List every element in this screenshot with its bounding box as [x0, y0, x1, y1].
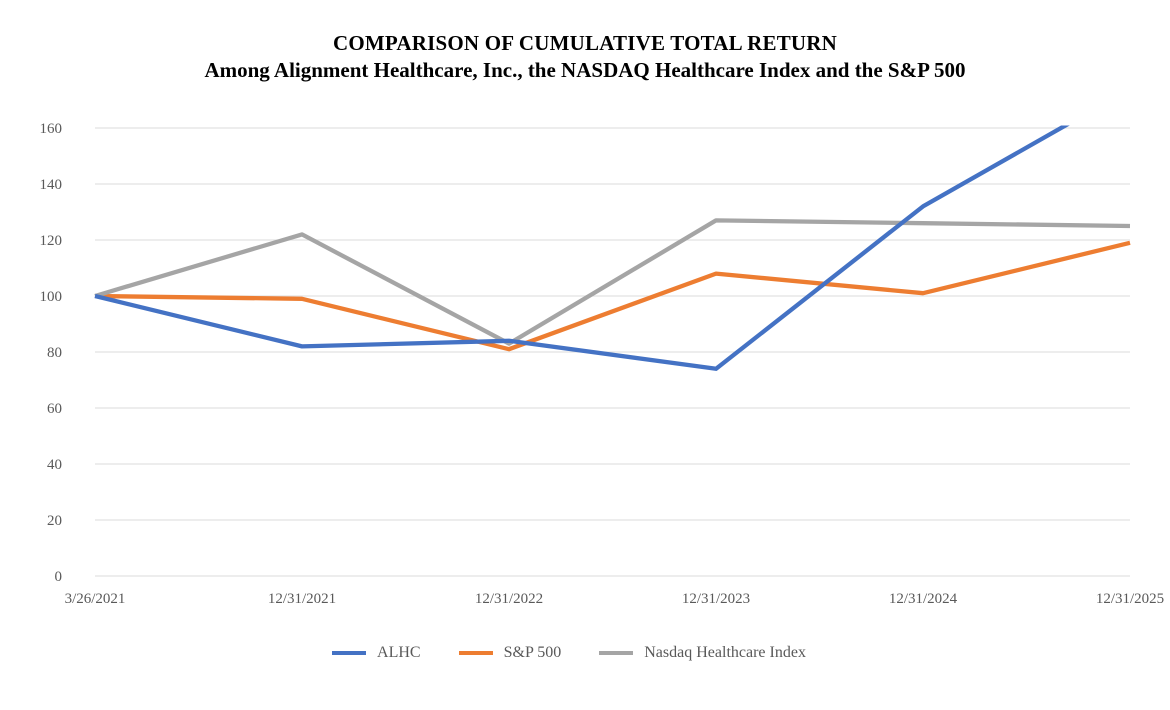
y-axis-tick-label: 60: [47, 401, 62, 417]
series-line-alhc: [94, 125, 1070, 371]
y-axis-tick-label: 160: [40, 121, 63, 137]
x-axis-tick-label: 3/26/2021: [65, 591, 126, 607]
chart-legend: ALHC S&P 500 Nasdaq Healthcare Index: [0, 644, 1154, 662]
y-axis-tick-label: 40: [47, 457, 62, 473]
legend-swatch-nasdaq-healthcare: [599, 651, 634, 655]
x-axis-tick-label: 12/31/2024: [889, 591, 958, 607]
y-axis-tick-label: 20: [47, 513, 62, 529]
x-axis-tick-label: 12/31/2023: [682, 591, 750, 607]
legend-label-sp500: S&P 500: [503, 644, 562, 661]
x-axis-tick-label: 12/31/2022: [475, 591, 543, 607]
y-axis-tick-label: 80: [47, 345, 62, 361]
x-axis-tick-label: 12/31/2021: [268, 591, 336, 607]
legend-item-nasdaq-healthcare: Nasdaq Healthcare Index: [599, 644, 806, 662]
y-axis-tick-label: 100: [40, 289, 63, 305]
legend-swatch-sp500: [458, 651, 493, 655]
x-axis-tick-label: 12/31/2025: [1096, 591, 1164, 607]
series-line-nasdaq-healthcare-index: [94, 218, 1131, 346]
series-line-s-p-500: [94, 240, 1131, 352]
legend-swatch-alhc: [332, 651, 367, 655]
legend-item-sp500: S&P 500: [458, 644, 562, 662]
y-axis-tick-label: 0: [55, 569, 63, 585]
chart-title: COMPARISON OF CUMULATIVE TOTAL RETURN: [332, 31, 838, 55]
y-axis-tick-label: 140: [40, 177, 63, 193]
chart-subtitle: Among Alignment Healthcare, Inc., the NA…: [204, 58, 966, 82]
y-axis-tick-label: 120: [40, 233, 63, 249]
legend-item-alhc: ALHC: [332, 644, 421, 662]
legend-label-nasdaq-healthcare: Nasdaq Healthcare Index: [644, 644, 806, 661]
legend-label-alhc: ALHC: [377, 644, 421, 661]
